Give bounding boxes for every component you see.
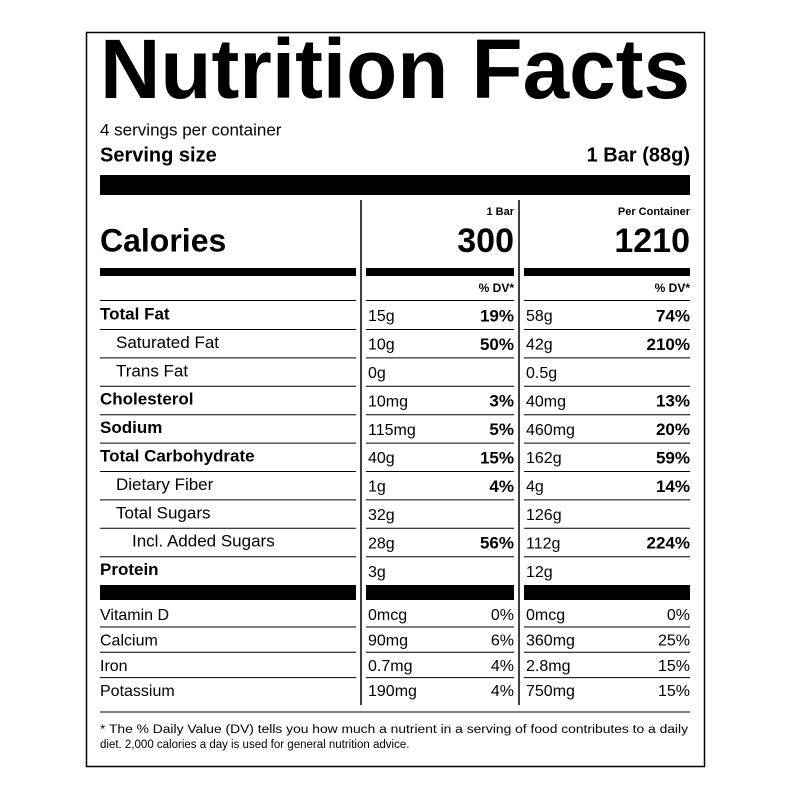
daily-value: 3%: [489, 392, 514, 411]
serving-size-value: 1 Bar (88g): [587, 144, 690, 166]
daily-value: 0%: [491, 607, 514, 624]
amount: 40mg: [526, 393, 566, 410]
serving-size-label: Serving size: [100, 144, 217, 166]
nutrient-name: Sodium: [100, 418, 162, 437]
daily-value: 210%: [647, 335, 690, 354]
daily-value: 59%: [656, 448, 690, 467]
amount: 10g: [368, 337, 395, 354]
daily-value: 25%: [658, 633, 690, 650]
amount: 58g: [526, 308, 553, 325]
daily-value: 13%: [656, 392, 690, 411]
vitamin-name: Iron: [100, 658, 128, 675]
thick-rule: [100, 585, 356, 600]
vitamin-name: Potassium: [100, 683, 175, 700]
amount: 1g: [368, 479, 386, 496]
calories-value: 300: [457, 222, 514, 260]
daily-value: 15%: [480, 448, 514, 467]
daily-value: 224%: [647, 534, 690, 553]
dv-header: % DV*: [655, 281, 691, 295]
footnote: * The % Daily Value (DV) tells you how m…: [100, 724, 688, 736]
daily-value: 4%: [491, 683, 514, 700]
medium-rule: [524, 268, 690, 276]
amount: 112g: [526, 535, 560, 552]
daily-value: 19%: [480, 306, 514, 325]
vitamin-name: Vitamin D: [100, 607, 169, 624]
daily-value: 14%: [656, 477, 690, 496]
thick-rule: [524, 585, 690, 600]
label-border: [85, 31, 706, 768]
amount: 162g: [526, 450, 562, 467]
medium-rule: [100, 268, 356, 276]
nutrient-name: Total Fat: [100, 304, 170, 323]
amount: 0g: [368, 365, 386, 382]
amount: 0mcg: [526, 607, 565, 624]
daily-value: 50%: [480, 335, 514, 354]
amount: 12g: [526, 564, 553, 581]
nutrient-name: Saturated Fat: [116, 333, 219, 352]
title: Nutrition Facts: [100, 22, 690, 116]
daily-value: 74%: [656, 306, 690, 325]
amount: 2.8mg: [526, 658, 570, 675]
daily-value: 15%: [658, 683, 690, 700]
daily-value: 20%: [656, 420, 690, 439]
thick-rule: [366, 585, 514, 600]
daily-value: 4%: [489, 477, 514, 496]
amount: 42g: [526, 337, 553, 354]
amount: 4g: [526, 479, 544, 496]
daily-value: 4%: [491, 658, 514, 675]
column-header: 1 Bar: [486, 206, 514, 218]
amount: 10mg: [368, 393, 408, 410]
medium-rule: [366, 268, 514, 276]
nutrient-name: Total Sugars: [116, 503, 211, 522]
vitamin-name: Calcium: [100, 633, 158, 650]
nutrient-name: Incl. Added Sugars: [132, 532, 275, 551]
amount: 750mg: [526, 683, 575, 700]
amount: 190mg: [368, 683, 417, 700]
nutrient-name: Trans Fat: [116, 361, 188, 380]
calories-label: Calories: [100, 222, 226, 258]
column-header: Per Container: [618, 206, 691, 218]
daily-value: 5%: [489, 420, 514, 439]
amount: 0.7mg: [368, 658, 412, 675]
amount: 3g: [368, 564, 386, 581]
nutrient-name: Total Carbohydrate: [100, 446, 255, 465]
amount: 28g: [368, 535, 395, 552]
nutrient-name: Protein: [100, 560, 159, 579]
amount: 40g: [368, 450, 395, 467]
dv-header: % DV*: [479, 281, 515, 295]
amount: 32g: [368, 507, 395, 524]
amount: 360mg: [526, 633, 575, 650]
amount: 460mg: [526, 422, 575, 439]
daily-value: 56%: [480, 534, 514, 553]
footnote: diet. 2,000 calories a day is used for g…: [100, 739, 409, 751]
amount: 90mg: [368, 633, 408, 650]
daily-value: 15%: [658, 658, 690, 675]
amount: 115mg: [368, 422, 416, 439]
amount: 0.5g: [526, 365, 557, 382]
amount: 126g: [526, 507, 562, 524]
nutrient-name: Cholesterol: [100, 390, 194, 409]
servings: 4 servings per container: [100, 120, 282, 139]
thick-rule: [100, 175, 690, 195]
amount: 15g: [368, 308, 395, 325]
daily-value: 0%: [667, 607, 690, 624]
calories-value: 1210: [614, 222, 690, 260]
nutrient-name: Dietary Fiber: [116, 475, 214, 494]
daily-value: 6%: [491, 633, 514, 650]
amount: 0mcg: [368, 607, 407, 624]
